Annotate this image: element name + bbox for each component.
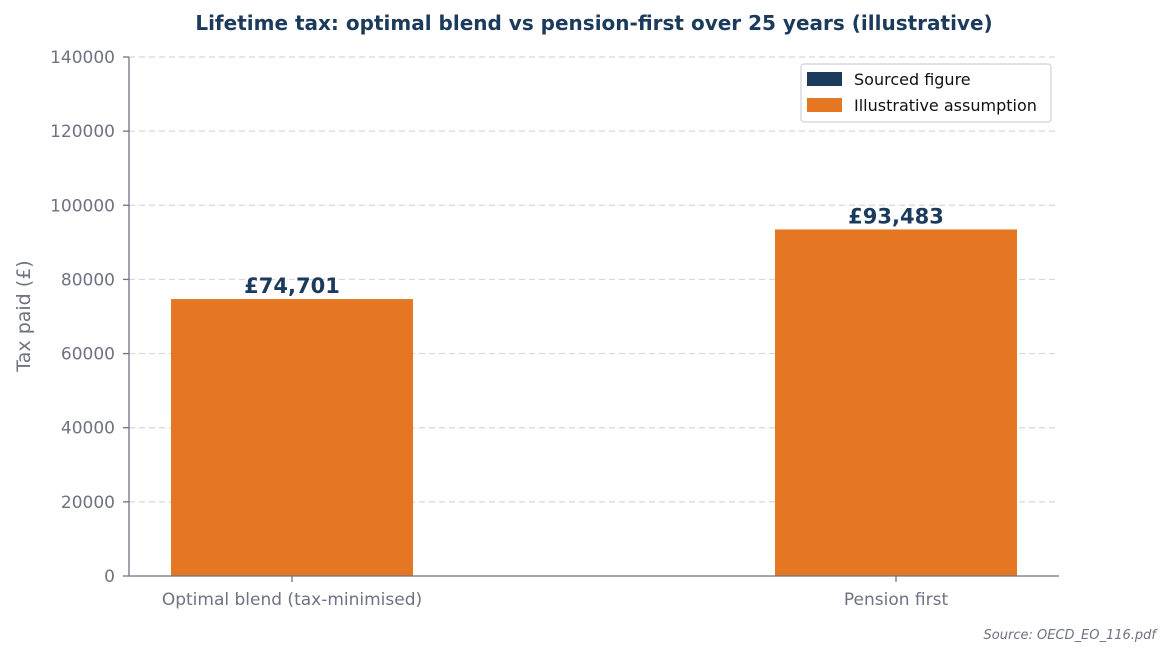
y-tick-label: 100000	[50, 196, 115, 216]
y-tick-label: 140000	[50, 48, 115, 68]
x-tick-label: Optimal blend (tax-minimised)	[162, 590, 422, 610]
legend: Sourced figure Illustrative assumption	[800, 63, 1052, 123]
legend-box	[800, 63, 1052, 123]
labels: 0 20000 40000 60000 80000 100000 120000 140000 £…	[50, 48, 948, 610]
y-axis-label: Tax paid (£)	[13, 260, 35, 372]
legend-swatch	[807, 98, 842, 112]
y-tick-label: 120000	[50, 122, 115, 142]
legend-swatch	[807, 72, 842, 86]
source-note: Source: OECD_EO_116.pdf	[984, 628, 1159, 643]
y-tick-label: 40000	[61, 419, 115, 439]
y-tick-label: 80000	[61, 270, 115, 290]
y-tick-label: 60000	[61, 345, 115, 365]
axes	[123, 56, 1059, 582]
data-label: £93,483	[848, 204, 944, 228]
bars	[171, 229, 1017, 576]
x-tick-label: Pension first	[844, 590, 949, 610]
y-tick-label: 20000	[61, 493, 115, 513]
chart-title: Lifetime tax: optimal blend vs pension-f…	[195, 11, 992, 35]
bar	[171, 299, 413, 576]
y-tick-label: 0	[104, 567, 115, 587]
bar	[775, 229, 1017, 576]
legend-label: Illustrative assumption	[854, 96, 1037, 115]
data-label: £74,701	[244, 274, 340, 298]
legend-label: Sourced figure	[854, 70, 971, 89]
